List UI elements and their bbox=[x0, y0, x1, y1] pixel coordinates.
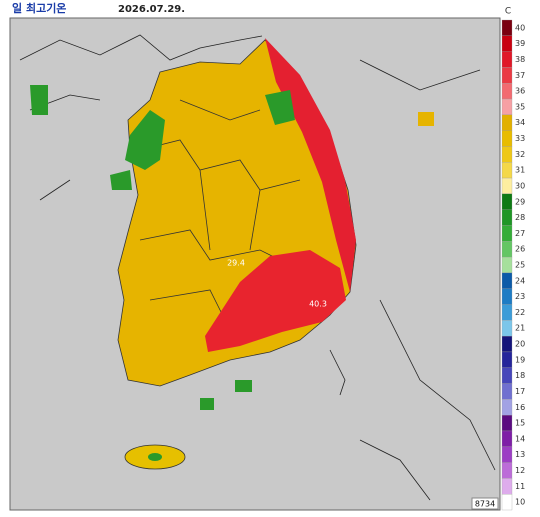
colorbar-label: 20 bbox=[515, 340, 525, 349]
colorbar-label: 18 bbox=[515, 371, 525, 380]
colorbar-label: 15 bbox=[515, 419, 525, 428]
colorbar-swatch bbox=[501, 335, 513, 353]
colorbar-swatch bbox=[501, 320, 513, 337]
colorbar-label: 32 bbox=[515, 150, 525, 159]
colorbar-label: 31 bbox=[515, 166, 525, 175]
colorbar-label: 25 bbox=[515, 261, 525, 270]
colorbar-label: 13 bbox=[515, 450, 525, 459]
colorbar-swatch bbox=[501, 399, 513, 416]
date: 2026.07.29. bbox=[118, 4, 185, 15]
code: 8734 bbox=[475, 500, 495, 509]
colorbar-swatch bbox=[501, 304, 513, 321]
colorbar-label: 19 bbox=[515, 355, 525, 364]
colorbar-swatch bbox=[501, 114, 513, 131]
colorbar-swatch bbox=[501, 494, 513, 511]
colorbar-swatch bbox=[501, 446, 513, 463]
colorbar-label: 21 bbox=[515, 324, 525, 333]
colorbar-label: 16 bbox=[515, 403, 525, 412]
title: 일 최고기온 bbox=[12, 1, 66, 15]
colorbar-swatch bbox=[501, 415, 513, 432]
jeju-peak bbox=[148, 453, 162, 461]
colorbar-label: 22 bbox=[515, 308, 525, 317]
colorbar-label: 12 bbox=[515, 466, 525, 475]
ulleung bbox=[418, 112, 434, 126]
colorbar-label: 17 bbox=[515, 387, 525, 396]
colorbar-label: 35 bbox=[515, 102, 525, 111]
colorbar-swatch bbox=[501, 162, 513, 179]
colorbar-label: 14 bbox=[515, 434, 525, 443]
colorbar-swatch bbox=[501, 209, 513, 226]
colorbar-label: 27 bbox=[515, 229, 525, 238]
colorbar-swatch bbox=[501, 288, 513, 305]
colorbar-label: 30 bbox=[515, 181, 525, 190]
colorbar-label: 33 bbox=[515, 134, 525, 143]
colorbar-label: 34 bbox=[515, 118, 525, 127]
colorbar-label: 10 bbox=[515, 498, 525, 507]
colorbar-swatch bbox=[501, 241, 513, 258]
colorbar-swatch bbox=[501, 225, 513, 242]
colorbar-swatch bbox=[501, 351, 513, 368]
colorbar-swatch bbox=[501, 83, 513, 100]
unit: C bbox=[505, 7, 511, 17]
colorbar-swatch bbox=[501, 146, 513, 163]
coastlines bbox=[19, 34, 496, 501]
colorbar-label: 37 bbox=[515, 71, 525, 80]
colorbar-swatch bbox=[501, 478, 513, 495]
colorbar-label: 26 bbox=[515, 245, 525, 254]
colorbar-swatch bbox=[501, 67, 513, 84]
colorbar-label: 11 bbox=[515, 482, 525, 491]
colorbar-swatch bbox=[501, 193, 513, 210]
colorbar-swatch bbox=[501, 177, 513, 195]
colorbar-swatch bbox=[501, 98, 513, 115]
code-box bbox=[471, 497, 499, 510]
colorbar-swatch bbox=[501, 367, 513, 384]
colorbar-swatch bbox=[501, 462, 513, 479]
colorbar-swatch bbox=[501, 19, 513, 36]
colorbar-label: 38 bbox=[515, 55, 525, 64]
map: 29.4 40.3 8734 bbox=[9, 17, 501, 511]
colorbar-label: 28 bbox=[515, 213, 525, 222]
colorbar-label: 24 bbox=[515, 276, 525, 285]
colorbar-swatch bbox=[501, 272, 513, 289]
colorbar-swatch bbox=[501, 256, 513, 274]
province-borders bbox=[139, 99, 301, 331]
colorbar-label: 36 bbox=[515, 87, 525, 96]
station-label: 40.3 bbox=[309, 300, 327, 309]
colorbar-swatch bbox=[501, 430, 513, 447]
colorbar-swatch bbox=[501, 51, 513, 68]
colorbar-swatch bbox=[501, 130, 513, 147]
southeast-heat bbox=[205, 250, 346, 352]
colorbar-label: 23 bbox=[515, 292, 525, 301]
colorbar-swatch bbox=[501, 383, 513, 400]
colorbar: 40 39 38 37 36 35 34 33 32 31 30 29 28 27 26 25 24 23 22 21… bbox=[501, 19, 525, 511]
colorbar-label: 40 bbox=[515, 23, 525, 32]
colorbar-label: 39 bbox=[515, 39, 525, 48]
colorbar-label: 29 bbox=[515, 197, 525, 206]
colorbar-swatch bbox=[501, 35, 513, 52]
station-label: 29.4 bbox=[227, 259, 245, 268]
